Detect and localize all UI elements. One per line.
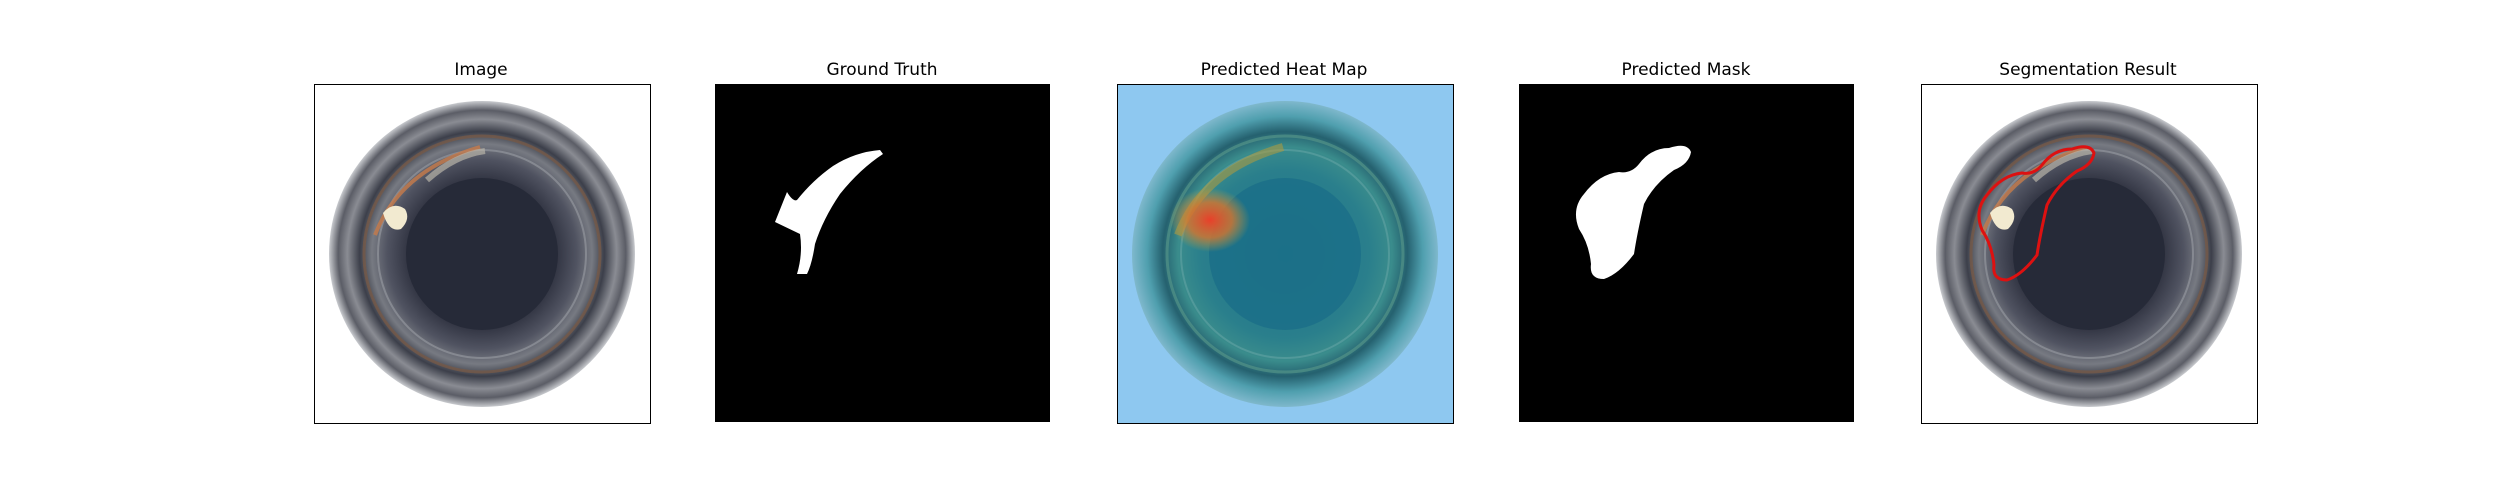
panel-title-heat-map: Predicted Heat Map xyxy=(1200,60,1368,80)
panel-title-ground-truth: Ground Truth xyxy=(826,60,938,80)
ground-truth-panel xyxy=(715,84,1050,422)
predicted-mask-panel xyxy=(1519,84,1854,422)
image-panel xyxy=(314,84,651,424)
segmentation-contour xyxy=(1977,145,2096,282)
segmentation-result-panel xyxy=(1921,84,2258,424)
heat-map-panel xyxy=(1117,84,1454,424)
predicted-mask xyxy=(1519,84,1854,422)
predicted-region xyxy=(1575,145,1691,279)
panel-title-segmentation-result: Segmentation Result xyxy=(1999,60,2177,80)
bottle-photo xyxy=(315,85,650,423)
panel-title-image: Image xyxy=(454,60,508,80)
panel-title-predicted-mask: Predicted Mask xyxy=(1621,60,1751,80)
segmentation-overlay xyxy=(1922,85,2257,423)
heat-map-image xyxy=(1118,85,1453,423)
ground-truth-mask xyxy=(715,84,1050,422)
ground-truth-region xyxy=(775,150,883,274)
